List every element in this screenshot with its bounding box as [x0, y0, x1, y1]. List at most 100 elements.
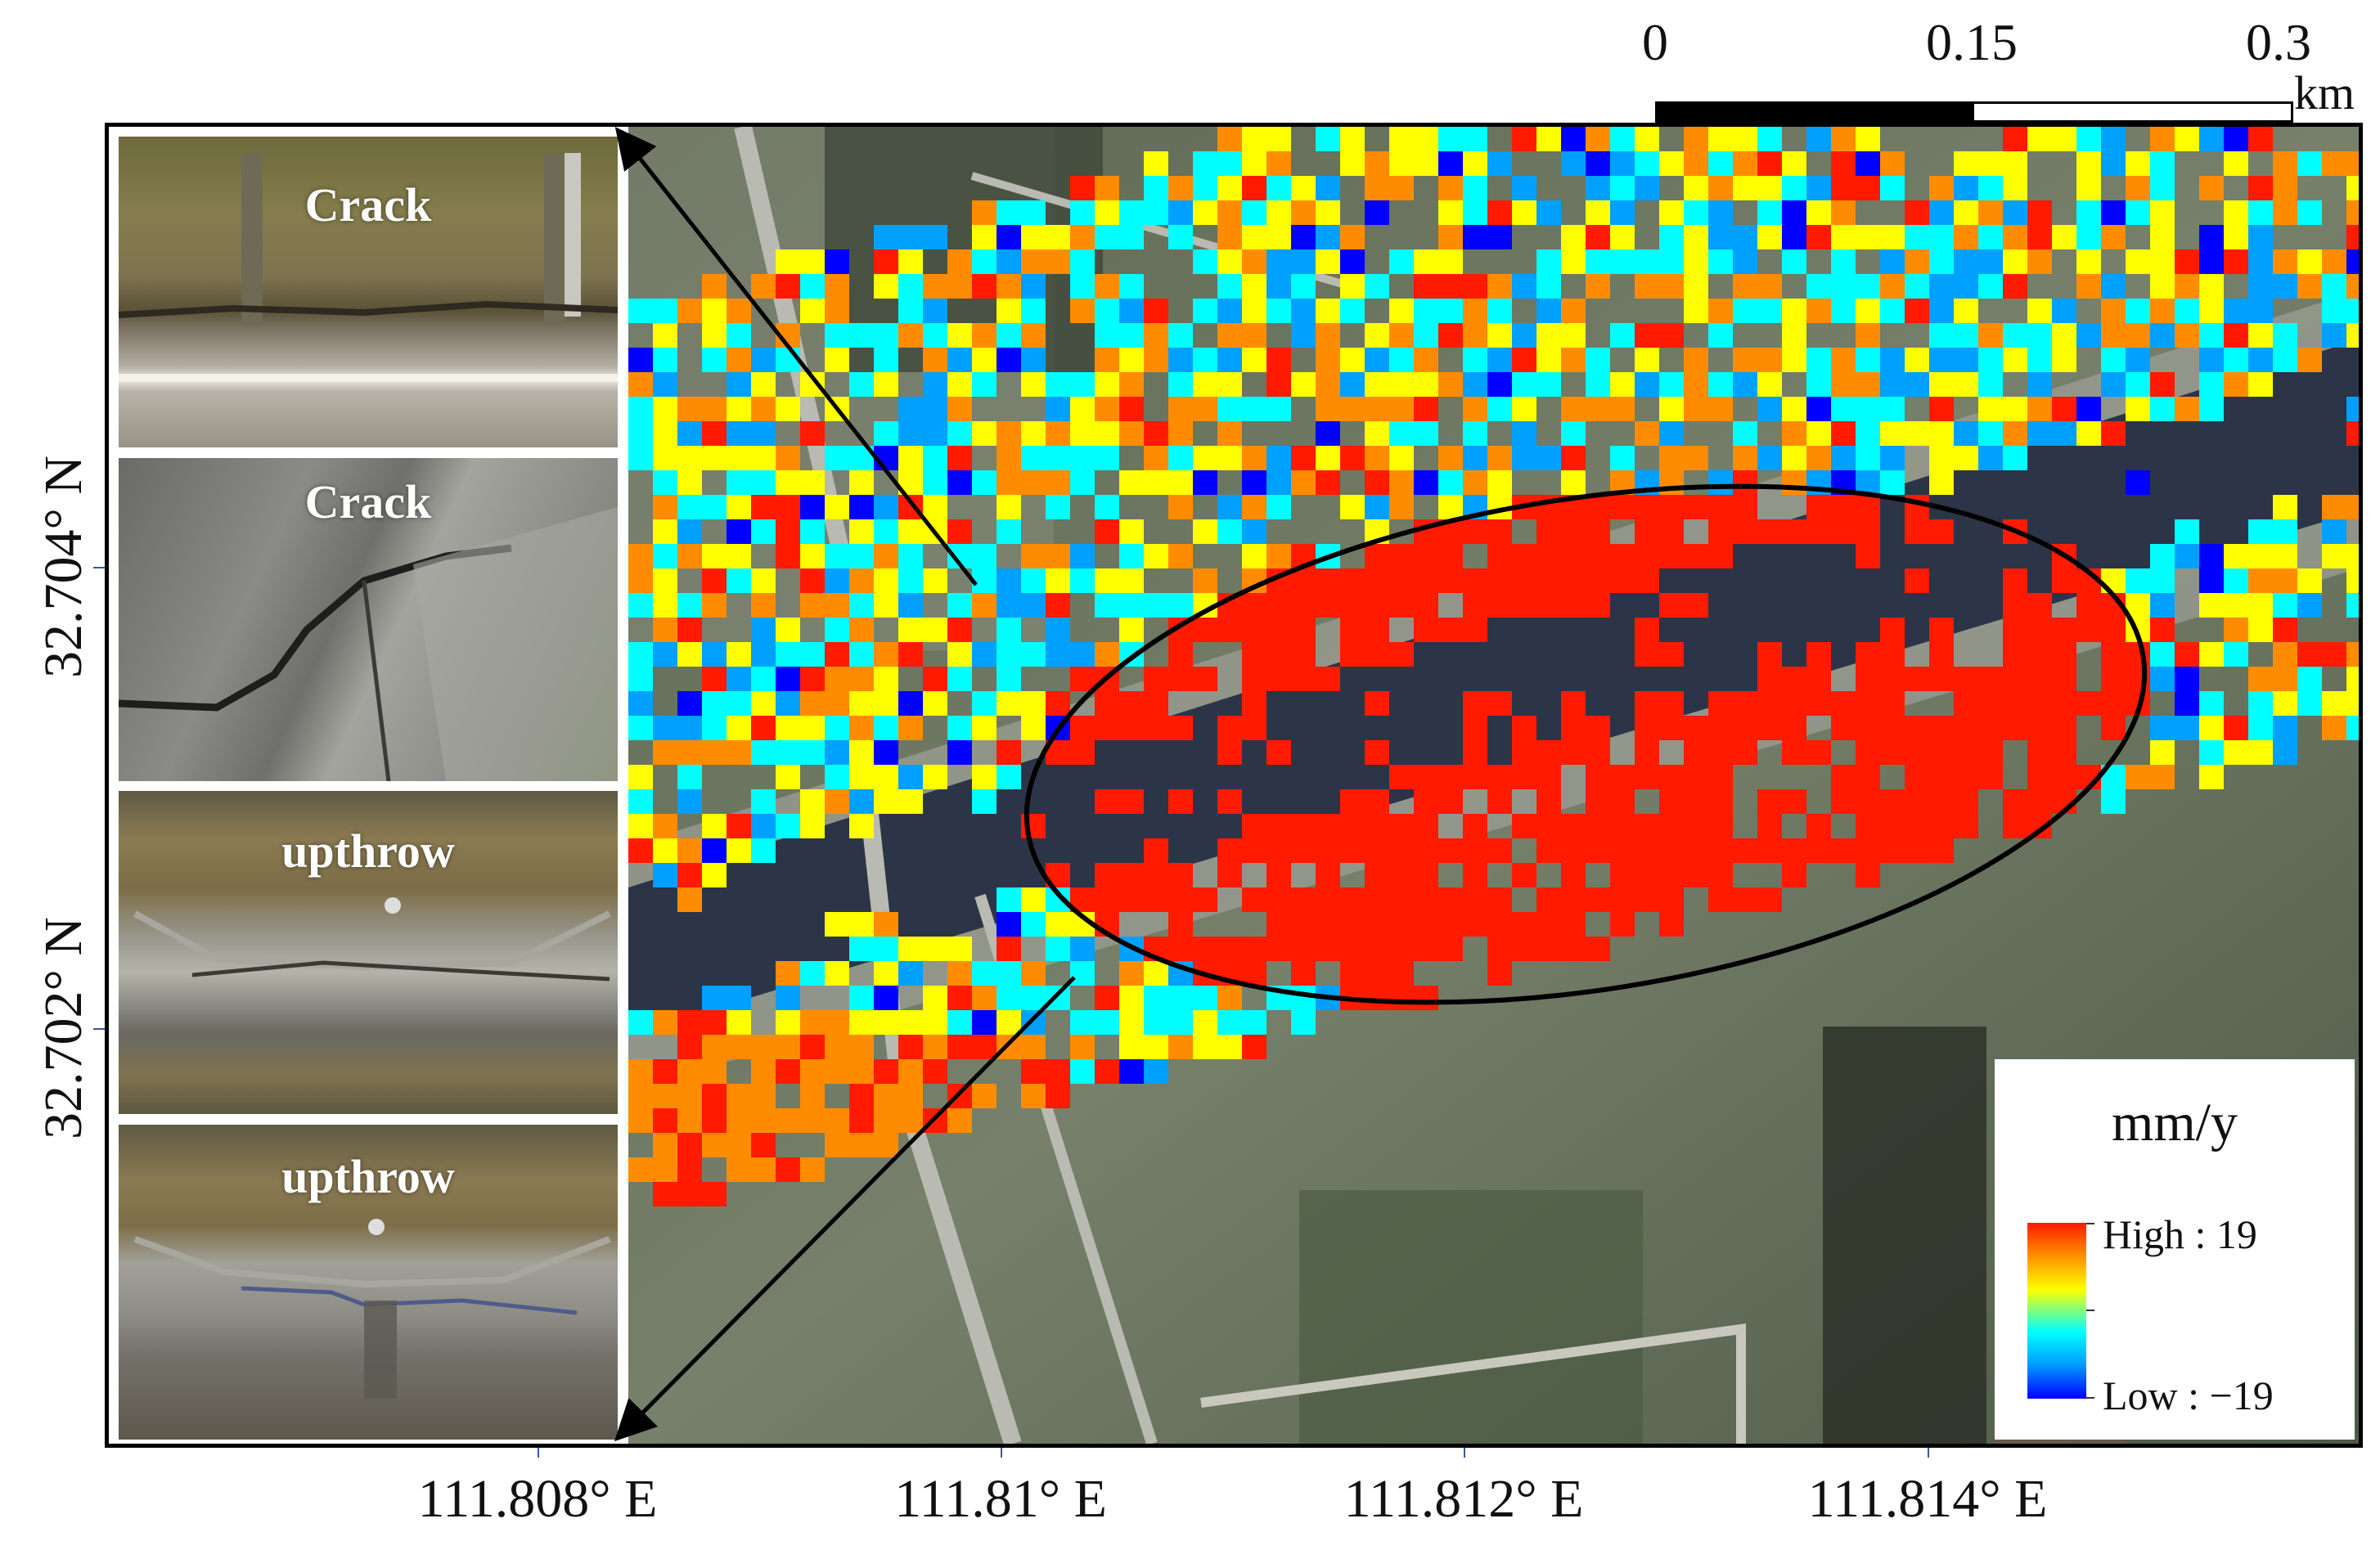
deformation-pixel	[1929, 618, 1954, 642]
deformation-pixel	[1856, 372, 1880, 397]
deformation-pixel	[1438, 151, 1463, 176]
deformation-pixel	[653, 1059, 677, 1084]
deformation-pixel	[1119, 691, 1144, 716]
deformation-pixel	[1684, 249, 1708, 274]
deformation-pixel	[874, 225, 898, 249]
deformation-pixel	[2297, 151, 2322, 176]
deformation-pixel	[2003, 814, 2027, 838]
deformation-pixel	[2248, 519, 2273, 544]
deformation-pixel	[800, 961, 825, 986]
photo-label: upthrow	[281, 824, 455, 878]
deformation-pixel	[1414, 765, 1438, 789]
deformation-pixel	[1463, 372, 1487, 397]
deformation-pixel	[1487, 323, 1512, 348]
deformation-pixel	[1316, 299, 1340, 323]
deformation-pixel	[677, 863, 702, 887]
deformation-pixel	[2273, 642, 2297, 667]
deformation-pixel	[1880, 789, 1905, 814]
deformation-pixel	[1684, 151, 1708, 176]
deformation-pixel	[849, 1059, 874, 1084]
deformation-pixel	[1708, 765, 1733, 789]
deformation-pixel	[2199, 176, 2224, 200]
deformation-pixel	[1217, 740, 1242, 765]
deformation-pixel	[1905, 789, 1929, 814]
deformation-pixel	[1561, 519, 1586, 544]
deformation-pixel	[874, 249, 898, 274]
deformation-pixel	[1463, 887, 1487, 912]
deformation-pixel	[1610, 863, 1635, 887]
deformation-pixel	[1340, 568, 1365, 593]
deformation-pixel	[923, 1010, 947, 1035]
deformation-pixel	[2224, 348, 2248, 372]
deformation-pixel	[727, 1084, 751, 1108]
deformation-pixel	[1561, 593, 1586, 618]
deformation-pixel	[972, 765, 997, 789]
deformation-pixel	[874, 519, 898, 544]
deformation-pixel	[1831, 397, 1856, 421]
deformation-pixel	[1806, 299, 1831, 323]
deformation-pixel	[702, 814, 727, 838]
deformation-pixel	[1733, 838, 1757, 863]
deformation-pixel	[628, 446, 653, 470]
deformation-pixel	[1610, 495, 1635, 519]
deformation-pixel	[2273, 200, 2297, 225]
deformation-pixel	[898, 470, 923, 495]
deformation-pixel	[1365, 397, 1389, 421]
deformation-pixel	[751, 1108, 776, 1133]
deformation-pixel	[1438, 323, 1463, 348]
deformation-pixel	[1586, 568, 1610, 593]
deformation-pixel	[1610, 838, 1635, 863]
deformation-pixel	[1168, 593, 1193, 618]
deformation-pixel	[972, 225, 997, 249]
deformation-pixel	[677, 470, 702, 495]
deformation-pixel	[1193, 986, 1217, 1010]
deformation-pixel	[1266, 397, 1291, 421]
deformation-pixel	[972, 1084, 997, 1108]
deformation-pixel	[1684, 446, 1708, 470]
deformation-pixel	[702, 716, 727, 740]
deformation-pixel	[1610, 200, 1635, 225]
deformation-pixel	[1168, 986, 1193, 1010]
deformation-pixel	[800, 1035, 825, 1059]
deformation-pixel	[1487, 789, 1512, 814]
deformation-pixel	[1856, 495, 1880, 519]
deformation-pixel	[1414, 299, 1438, 323]
deformation-pixel	[1586, 765, 1610, 789]
deformation-pixel	[1757, 372, 1782, 397]
photo-label: Crack	[304, 475, 432, 528]
deformation-pixel	[1782, 716, 1806, 740]
deformation-pixel	[1365, 372, 1389, 397]
deformation-pixel	[849, 814, 874, 838]
deformation-pixel	[1536, 127, 1561, 151]
deformation-pixel	[1242, 887, 1266, 912]
deformation-pixel	[628, 397, 653, 421]
deformation-pixel	[1487, 961, 1512, 986]
deformation-pixel	[2322, 274, 2346, 299]
deformation-pixel	[947, 249, 972, 274]
deformation-pixel	[849, 1133, 874, 1157]
deformation-pixel	[1782, 151, 1806, 176]
deformation-pixel	[2150, 323, 2175, 348]
deformation-pixel	[2224, 568, 2248, 593]
deformation-pixel	[1119, 1010, 1144, 1035]
deformation-pixel	[628, 544, 653, 568]
deformation-pixel	[2346, 642, 2359, 667]
deformation-pixel	[776, 470, 800, 495]
deformation-pixel	[1070, 1035, 1095, 1059]
deformation-pixel	[1512, 323, 1536, 348]
deformation-pixel	[1733, 470, 1757, 495]
deformation-pixel	[2150, 544, 2175, 568]
deformation-pixel	[1266, 544, 1291, 568]
deformation-pixel	[1266, 618, 1291, 642]
deformation-pixel	[1659, 397, 1684, 421]
deformation-pixel	[1217, 1035, 1242, 1059]
deformation-pixel	[874, 323, 898, 348]
deformation-pixel	[1070, 274, 1095, 299]
deformation-pixel	[677, 544, 702, 568]
deformation-pixel	[2003, 176, 2027, 200]
deformation-pixel	[1266, 912, 1291, 937]
deformation-pixel	[1806, 274, 1831, 299]
deformation-pixel	[727, 1010, 751, 1035]
deformation-pixel	[1119, 887, 1144, 912]
deformation-pixel	[825, 1010, 849, 1035]
